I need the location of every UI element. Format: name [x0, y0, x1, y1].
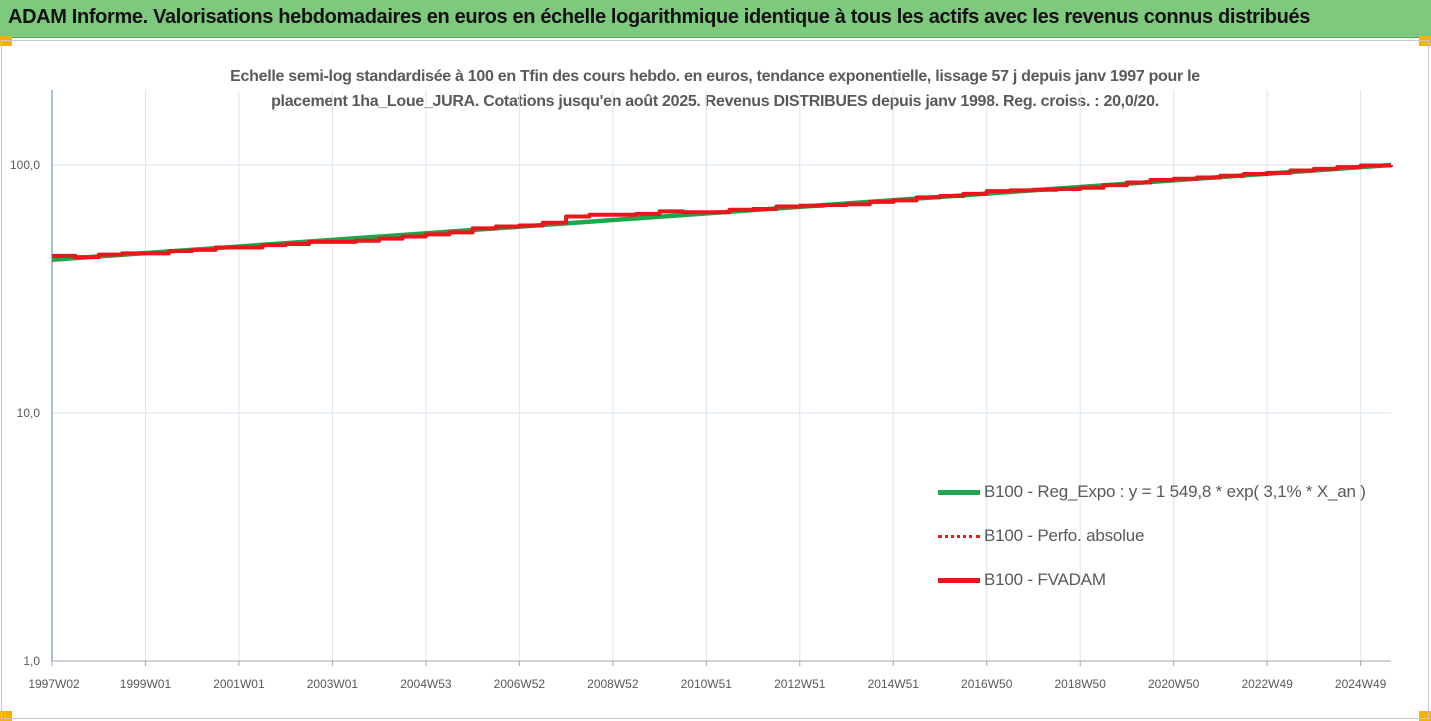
series-line-fvadam	[52, 163, 1393, 260]
x-tick-label-2: 2001W01	[213, 677, 265, 691]
x-tick-label-3: 2003W01	[307, 677, 359, 691]
chart-frame	[1, 40, 1429, 719]
y-tick-label-2: 100,0	[10, 158, 40, 172]
y-tick-label-0: 1,0	[23, 654, 40, 668]
x-tick-label-7: 2010W51	[681, 677, 733, 691]
x-tick-label-8: 2012W51	[774, 677, 826, 691]
report-banner: ADAM Informe. Valorisations hebdomadaire…	[0, 0, 1431, 38]
x-tick-label-0: 1997W02	[28, 677, 80, 691]
corner-marker-left	[0, 36, 12, 46]
legend-item-perfo: B100 - Perfo. absolue	[938, 524, 1418, 568]
x-tick-label-1: 1999W01	[120, 677, 172, 691]
chart-title-line-1: Echelle semi-log standardisée à 100 en T…	[230, 68, 1200, 85]
legend-label-perfo: B100 - Perfo. absolue	[984, 526, 1145, 545]
x-tick-label-6: 2008W52	[587, 677, 639, 691]
x-tick-label-9: 2014W51	[868, 677, 920, 691]
x-tick-label-13: 2022W49	[1241, 677, 1293, 691]
x-tick-label-12: 2020W50	[1148, 677, 1200, 691]
chart-title-line-2: placement 1ha_Loue_JURA. Cotations jusqu…	[271, 93, 1159, 110]
y-tick-label-1: 10,0	[17, 406, 41, 420]
x-tick-label-11: 2018W50	[1055, 677, 1107, 691]
legend-item-reg-expo: B100 - Reg_Expo : y = 1 549,8 * exp( 3,1…	[938, 480, 1418, 524]
x-tick-label-14: 2024W49	[1335, 677, 1387, 691]
corner-marker-bottom-right	[1419, 711, 1431, 721]
corner-marker-bottom-left	[0, 711, 12, 721]
legend-swatch-fvadam	[938, 578, 980, 583]
legend-swatch-perfo	[938, 535, 980, 538]
x-tick-label-4: 2004W53	[400, 677, 452, 691]
x-tick-label-5: 2006W52	[494, 677, 546, 691]
report-title: ADAM Informe. Valorisations hebdomadaire…	[8, 6, 1311, 28]
legend-item-fvadam: B100 - FVADAM	[938, 568, 1418, 612]
legend-label-fvadam: B100 - FVADAM	[984, 570, 1106, 589]
x-tick-label-10: 2016W50	[961, 677, 1013, 691]
legend-swatch-reg-expo	[938, 490, 980, 495]
corner-marker-right	[1419, 36, 1431, 46]
chart-legend: B100 - Reg_Expo : y = 1 549,8 * exp( 3,1…	[938, 480, 1418, 612]
legend-label-reg-expo: B100 - Reg_Expo : y = 1 549,8 * exp( 3,1…	[984, 482, 1366, 501]
chart-title: Echelle semi-log standardisée à 100 en T…	[140, 64, 1290, 114]
